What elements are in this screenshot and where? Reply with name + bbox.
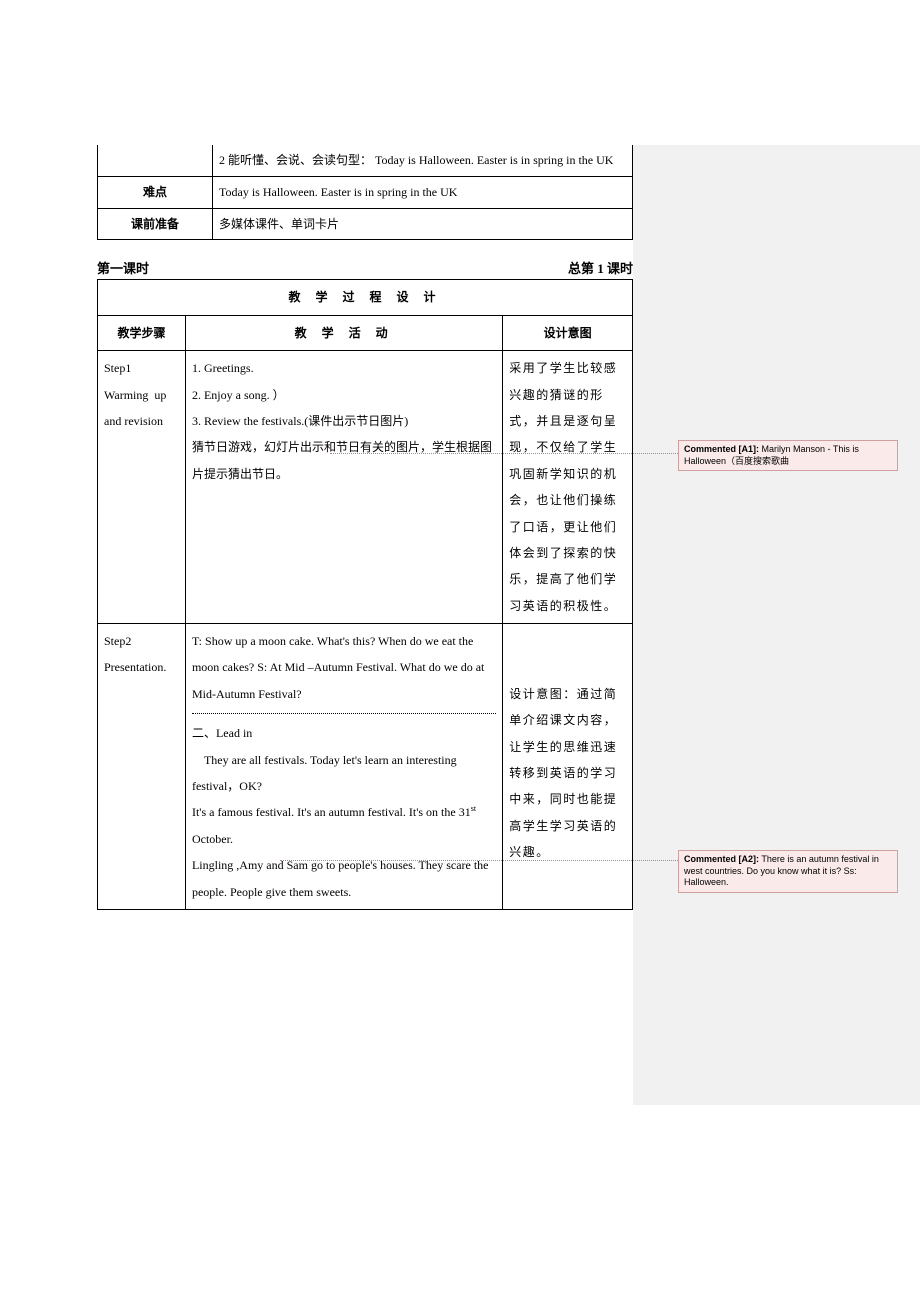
top-row1-label bbox=[98, 145, 213, 176]
step1-activity: 1. Greetings. 2. Enjoy a song. ） 3. Revi… bbox=[185, 351, 502, 624]
col-header-step: 教学步骤 bbox=[98, 315, 186, 350]
step2-name: Step2Presentation. bbox=[98, 624, 186, 910]
top-row2-text: Today is Halloween. Easter is in spring … bbox=[213, 176, 633, 208]
col-header-activity: 教 学 活 动 bbox=[185, 315, 502, 350]
comment-box-2[interactable]: Commented [A2]: There is an autumn festi… bbox=[678, 850, 898, 893]
top-row3-text: 多媒体课件、单词卡片 bbox=[213, 208, 633, 240]
step2-intent-text: 设计意图：通过简单介绍课文内容，让学生的思维迅速转移到英语的学习中来，同时也能提… bbox=[509, 687, 617, 859]
step1-name: Step1Warming up and revision bbox=[98, 351, 186, 624]
top-row1-text: 2 能听懂、会说、会读句型： Today is Halloween. Easte… bbox=[213, 145, 633, 176]
document-page: 2 能听懂、会说、会读句型： Today is Halloween. Easte… bbox=[97, 145, 633, 910]
top-info-table: 2 能听懂、会说、会读句型： Today is Halloween. Easte… bbox=[97, 145, 633, 240]
table-main-header: 教 学 过 程 设 计 bbox=[98, 280, 633, 315]
top-row2-label: 难点 bbox=[98, 176, 213, 208]
comment-connector-2 bbox=[280, 860, 678, 861]
lesson-heading: 第一课时 总第 1 课时 bbox=[97, 258, 633, 277]
step1-intent: 采用了学生比较感兴趣的猜谜的形式，并且是逐句呈现，不仅给了学生巩固新学知识的机会… bbox=[503, 351, 633, 624]
comment-box-1[interactable]: Commented [A1]: Marilyn Manson - This is… bbox=[678, 440, 898, 471]
lesson-left: 第一课时 bbox=[97, 258, 149, 277]
top-row3-label: 课前准备 bbox=[98, 208, 213, 240]
lesson-plan-table: 教 学 过 程 设 计 教学步骤 教 学 活 动 设计意图 Step1Warmi… bbox=[97, 279, 633, 910]
lesson-right: 总第 1 课时 bbox=[568, 258, 633, 277]
comment-connector-1 bbox=[330, 453, 678, 454]
step2-intent: 设计意图：通过简单介绍课文内容，让学生的思维迅速转移到英语的学习中来，同时也能提… bbox=[503, 624, 633, 910]
comment-1-label: Commented [A1]: bbox=[684, 444, 759, 454]
step2-para1: T: Show up a moon cake. What's this? Whe… bbox=[192, 634, 484, 701]
comment-panel-bg bbox=[633, 145, 920, 1105]
comment-2-label: Commented [A2]: bbox=[684, 854, 759, 864]
ordinal-sup: st bbox=[471, 804, 476, 813]
step2-activity: T: Show up a moon cake. What's this? Whe… bbox=[185, 624, 502, 910]
col-header-intent: 设计意图 bbox=[503, 315, 633, 350]
